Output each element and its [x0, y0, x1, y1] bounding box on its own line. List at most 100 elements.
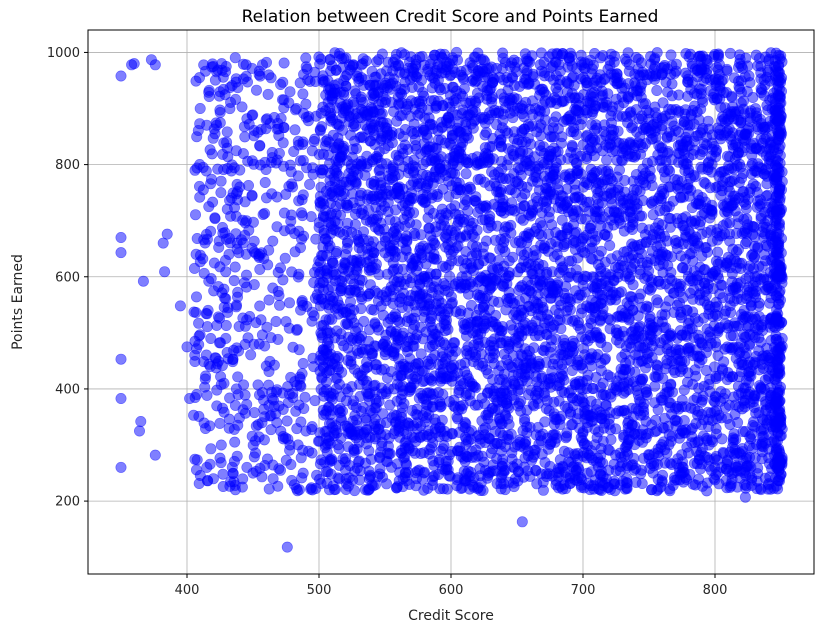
data-point	[435, 425, 447, 437]
data-point	[695, 127, 707, 139]
data-point	[531, 126, 543, 138]
data-point	[372, 470, 384, 482]
data-point	[383, 71, 395, 83]
data-point	[445, 360, 457, 372]
data-point	[595, 443, 607, 455]
data-point	[509, 237, 521, 249]
data-point	[663, 348, 675, 360]
data-point	[619, 174, 631, 186]
data-point	[396, 251, 408, 263]
data-point	[351, 67, 363, 79]
data-point	[581, 421, 593, 433]
data-point	[627, 279, 639, 291]
data-point	[491, 186, 503, 198]
data-point	[507, 251, 519, 263]
data-point	[674, 191, 686, 203]
data-point	[604, 406, 616, 418]
data-point	[590, 212, 602, 224]
data-point	[429, 338, 441, 350]
data-point	[525, 384, 537, 396]
data-point	[506, 57, 518, 69]
data-point	[377, 309, 389, 321]
data-point	[591, 432, 603, 444]
data-point	[460, 168, 472, 180]
data-point	[351, 229, 363, 241]
data-point	[704, 74, 716, 86]
data-point	[728, 341, 740, 353]
data-point	[538, 56, 550, 68]
data-point	[444, 270, 456, 282]
data-point	[663, 212, 675, 224]
data-point	[474, 437, 486, 449]
data-point	[641, 256, 653, 268]
data-point	[645, 133, 657, 145]
data-point	[385, 163, 397, 175]
data-point	[653, 259, 665, 271]
data-point	[449, 337, 461, 349]
data-point	[670, 104, 682, 116]
data-point	[679, 67, 691, 79]
data-point	[608, 56, 620, 68]
data-point	[739, 401, 751, 413]
data-point	[322, 75, 334, 87]
data-point	[739, 425, 751, 437]
data-point	[460, 64, 472, 76]
data-point	[518, 77, 530, 89]
data-point	[358, 315, 370, 327]
data-point	[682, 447, 694, 459]
data-point	[424, 444, 436, 456]
data-point	[427, 207, 439, 219]
data-point	[561, 430, 573, 442]
data-point	[489, 274, 501, 286]
data-point	[380, 94, 392, 106]
data-point	[619, 348, 631, 360]
data-point	[331, 427, 343, 439]
data-point	[460, 97, 472, 109]
data-point	[745, 250, 757, 262]
data-point	[435, 151, 447, 163]
data-point	[395, 47, 407, 59]
data-point	[422, 425, 434, 437]
data-point	[401, 234, 413, 246]
data-point	[679, 224, 691, 236]
data-point	[431, 304, 443, 316]
data-point	[425, 155, 437, 167]
data-point	[630, 85, 642, 97]
data-point	[366, 66, 378, 78]
data-point	[576, 473, 588, 485]
data-point	[588, 483, 600, 495]
data-point	[623, 434, 635, 446]
data-point	[447, 54, 459, 66]
data-point	[343, 472, 355, 484]
data-point	[740, 452, 752, 464]
data-point	[536, 207, 548, 219]
data-point	[627, 295, 639, 307]
data-point	[614, 447, 626, 459]
data-point	[721, 65, 733, 77]
data-point	[665, 49, 677, 61]
data-point	[598, 422, 610, 434]
data-point	[328, 87, 340, 99]
data-point	[726, 162, 738, 174]
data-point	[484, 141, 496, 153]
data-point	[500, 377, 512, 389]
data-point	[558, 241, 570, 253]
data-point	[387, 311, 399, 323]
data-point	[536, 296, 548, 308]
data-point	[715, 386, 727, 398]
data-point	[537, 344, 549, 356]
data-point	[525, 210, 537, 222]
data-point	[465, 118, 477, 130]
data-point	[367, 236, 379, 248]
data-point	[515, 212, 527, 224]
chart-title: Relation between Credit Score and Points…	[242, 7, 659, 27]
data-point	[335, 412, 347, 424]
data-point	[344, 273, 356, 285]
data-point	[322, 235, 334, 247]
data-point	[738, 196, 750, 208]
data-point	[608, 275, 620, 287]
data-point	[668, 287, 680, 299]
data-point	[556, 262, 568, 274]
data-point	[543, 468, 555, 480]
